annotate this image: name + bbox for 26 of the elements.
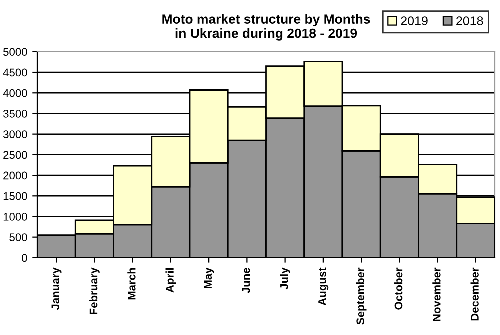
y-tick-label: 1500 [4,192,28,200]
y-tick-label: 4000 [3,89,28,98]
y-tick-label: 2500 [4,151,28,160]
y-tick-label: 5000 [4,48,28,56]
x-tick-label: December [470,268,479,321]
x-tick-label: June [242,268,250,294]
chart-title: Moto market structure by Months in Ukraine during 2018 - 2019 [162,14,370,41]
x-tick-label: August [318,268,329,306]
legend-label: 2018 [456,16,484,26]
y-tick-label: 0 [22,254,28,262]
x-tick-label: October [394,268,403,310]
x-tick-label: March [128,268,136,300]
x-tick-label: September [356,268,367,325]
x-tick-label: July [280,268,290,290]
x-tick-label: April [166,268,176,293]
x-tick-label: January [52,268,62,310]
y-tick-label: 500 [10,234,28,242]
y-tick-label: 4500 [3,68,28,77]
y-tick-label: 1000 [4,213,28,221]
x-tick-label: November [432,268,441,322]
x-tick-label: February [90,268,100,314]
legend-label: 2019 [401,16,428,26]
y-tick-label: 3000 [3,130,28,138]
y-tick-label: 3500 [3,110,28,118]
y-tick-label: 2000 [4,172,28,180]
x-tick-label: May [204,268,214,289]
